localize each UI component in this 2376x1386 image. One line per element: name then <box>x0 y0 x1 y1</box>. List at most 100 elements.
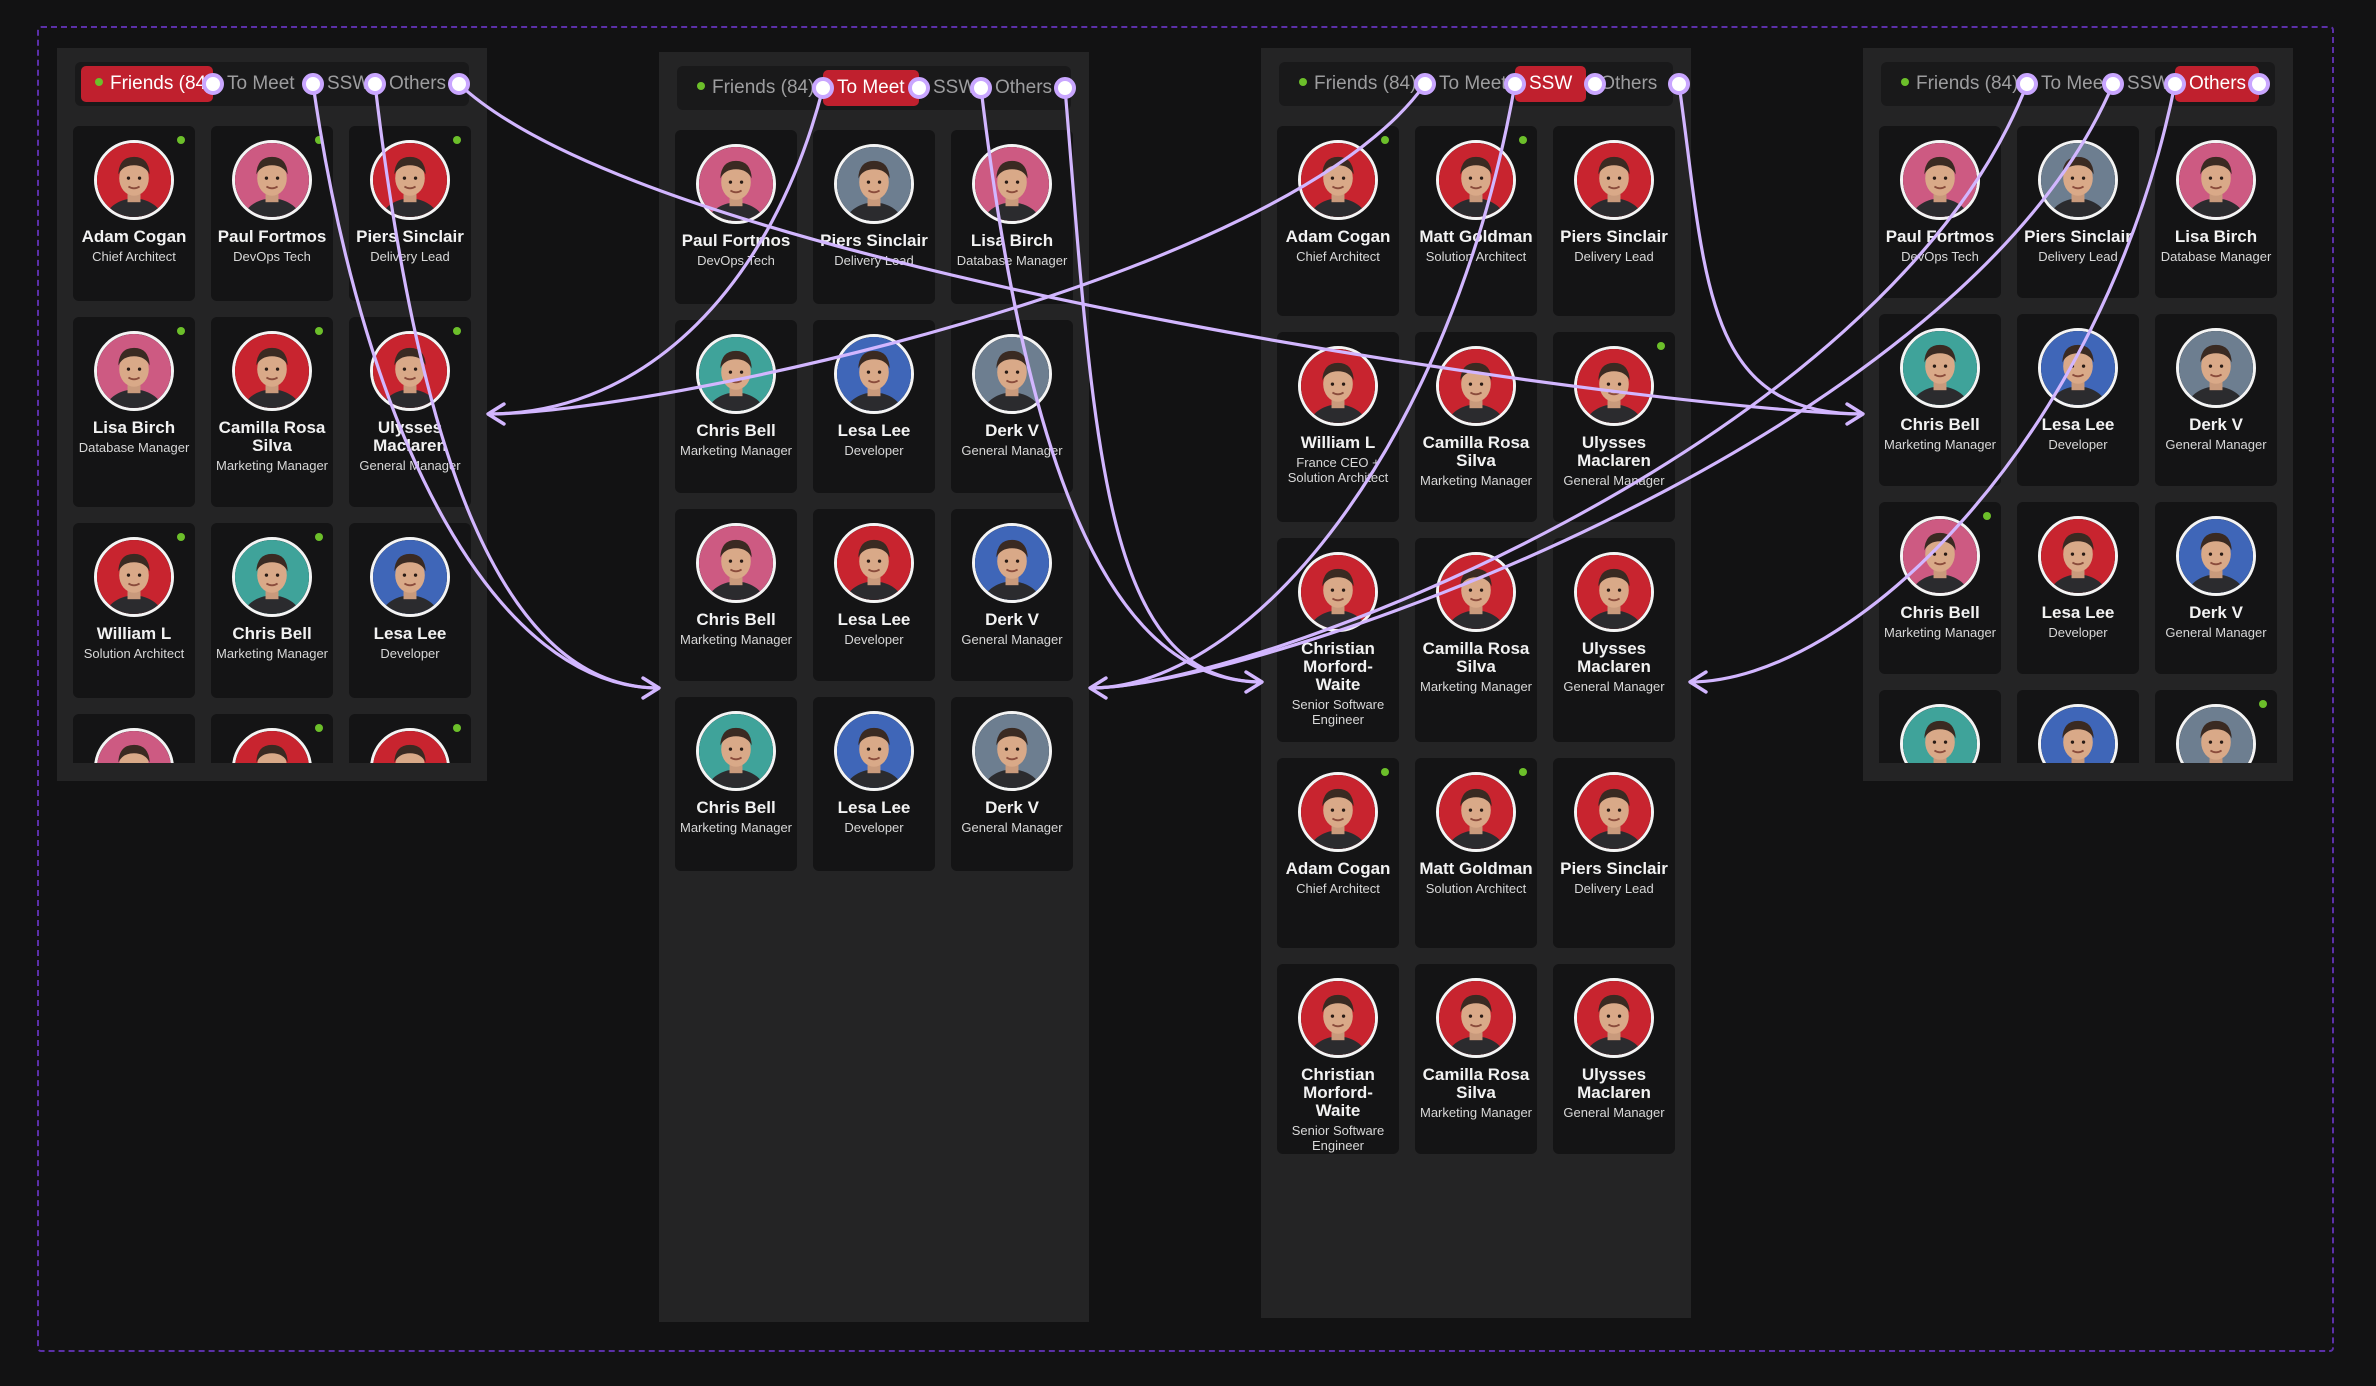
contact-card[interactable]: Lisa Birch Database Manager <box>73 317 195 507</box>
contact-card[interactable]: Adam Cogan Chief Architect <box>73 126 195 301</box>
contact-card[interactable]: Camilla Rosa Silva Marketing Manager <box>211 317 333 507</box>
contact-name-text: Camilla Rosa Silva <box>1422 639 1530 676</box>
contact-card[interactable]: Derk V General Manager <box>2155 314 2277 486</box>
tab-friends[interactable]: Friends (84) <box>1887 66 2027 102</box>
avatar <box>1900 328 1980 408</box>
tab-ssw[interactable]: SSW <box>919 70 981 106</box>
contact-card[interactable] <box>211 714 333 763</box>
contact-card[interactable]: Ulysses Maclaren General Manager <box>1553 538 1675 742</box>
contact-card[interactable]: Ulysses Maclaren General Manager <box>1553 964 1675 1154</box>
contact-card[interactable]: Chris Bell Marketing Manager <box>211 523 333 698</box>
contact-card[interactable] <box>1879 690 2001 763</box>
contact-card[interactable]: Derk V General Manager <box>2155 502 2277 674</box>
contact-card[interactable]: Chris Bell Marketing Manager <box>1879 314 2001 486</box>
contact-card[interactable]: Piers Sinclair Delivery Lead <box>813 130 935 304</box>
contact-card[interactable]: William L France CEO + Solution Architect <box>1277 332 1399 522</box>
contact-name-text: Piers Sinclair <box>1560 227 1668 246</box>
contact-card[interactable]: Lesa Lee Developer <box>813 320 935 493</box>
contact-card[interactable]: Piers Sinclair Delivery Lead <box>2017 126 2139 298</box>
contact-role: Developer <box>380 646 440 661</box>
contact-card[interactable]: Lisa Birch Database Manager <box>2155 126 2277 298</box>
tab-friends[interactable]: Friends (84) <box>81 66 213 102</box>
contact-card[interactable]: Ulysses Maclaren General Manager <box>349 317 471 507</box>
contact-card[interactable]: Lesa Lee Developer <box>2017 502 2139 674</box>
contact-card[interactable]: Paul Fortmos DevOps Tech <box>211 126 333 301</box>
contact-card[interactable]: Piers Sinclair Delivery Lead <box>1553 758 1675 948</box>
contact-card[interactable]: Derk V General Manager <box>951 509 1073 681</box>
contact-card[interactable]: Paul Fortmos DevOps Tech <box>675 130 797 304</box>
contact-name: Lesa Lee Developer <box>817 611 931 648</box>
contact-name-text: Adam Cogan <box>1285 227 1391 246</box>
tab-label: Friends (84) <box>110 73 213 94</box>
avatar <box>1298 772 1378 852</box>
contact-card[interactable]: Camilla Rosa Silva Marketing Manager <box>1415 538 1537 742</box>
contact-card[interactable] <box>73 714 195 763</box>
tab-to-meet[interactable]: To Meet <box>2027 66 2113 102</box>
contact-card[interactable]: Chris Bell Marketing Manager <box>1879 502 2001 674</box>
contact-name: Derk V General Manager <box>955 422 1069 459</box>
tab-others[interactable]: Others <box>2175 66 2259 102</box>
contact-card[interactable]: Christian Morford-Waite Senior Software E… <box>1277 538 1399 742</box>
tab-friends[interactable]: Friends (84) <box>1285 66 1425 102</box>
avatar <box>1298 978 1378 1058</box>
contact-card[interactable]: Piers Sinclair Delivery Lead <box>1553 126 1675 316</box>
avatar <box>370 331 450 411</box>
tab-ssw[interactable]: SSW <box>313 66 375 102</box>
tab-to-meet[interactable]: To Meet <box>213 66 313 102</box>
tab-ssw[interactable]: SSW <box>2113 66 2175 102</box>
contact-card[interactable]: Piers Sinclair Delivery Lead <box>349 126 471 301</box>
online-status-icon <box>315 724 323 732</box>
contact-name: Piers Sinclair Delivery Lead <box>1557 860 1671 897</box>
contact-name: Chris Bell Marketing Manager <box>679 799 793 836</box>
contact-card[interactable]: Lesa Lee Developer <box>2017 314 2139 486</box>
contact-card[interactable] <box>2017 690 2139 763</box>
tab-others[interactable]: Others <box>981 70 1065 106</box>
tab-others[interactable]: Others <box>1586 66 1670 102</box>
contact-role: General Manager <box>961 820 1063 835</box>
contact-card[interactable] <box>349 714 471 763</box>
contact-name: Lisa Birch Database Manager <box>77 419 191 456</box>
contact-card[interactable]: William L Solution Architect <box>73 523 195 698</box>
contact-card[interactable]: Adam Cogan Chief Architect <box>1277 758 1399 948</box>
contact-name: Matt Goldman Solution Architect <box>1419 860 1533 897</box>
contact-name-text: Adam Cogan <box>1285 859 1391 878</box>
contact-name: Camilla Rosa Silva Marketing Manager <box>1419 434 1533 489</box>
contact-role: Database Manager <box>2160 249 2272 264</box>
contact-card[interactable]: Matt Goldman Solution Architect <box>1415 126 1537 316</box>
tab-label: To Meet <box>2041 73 2109 94</box>
contact-card[interactable] <box>2155 690 2277 763</box>
contact-card[interactable]: Derk V General Manager <box>951 320 1073 493</box>
tab-label: To Meet <box>837 77 905 98</box>
contact-card[interactable]: Camilla Rosa Silva Marketing Manager <box>1415 332 1537 522</box>
tab-others[interactable]: Others <box>375 66 459 102</box>
contact-card[interactable]: Chris Bell Marketing Manager <box>675 320 797 493</box>
contact-role: Solution Architect <box>83 646 185 661</box>
contact-name-text: Ulysses Maclaren <box>373 418 447 455</box>
tab-to-meet[interactable]: To Meet <box>823 70 919 106</box>
contact-role: General Manager <box>1563 679 1665 694</box>
tab-to-meet[interactable]: To Meet <box>1425 66 1515 102</box>
contact-card[interactable]: Lesa Lee Developer <box>813 509 935 681</box>
contact-card[interactable]: Paul Fortmos DevOps Tech <box>1879 126 2001 298</box>
tab-ssw[interactable]: SSW <box>1515 66 1587 102</box>
contact-role: General Manager <box>1563 1105 1665 1120</box>
online-status-icon <box>1983 512 1991 520</box>
contact-card[interactable]: Adam Cogan Chief Architect <box>1277 126 1399 316</box>
contact-card[interactable]: Camilla Rosa Silva Marketing Manager <box>1415 964 1537 1154</box>
avatar <box>232 140 312 220</box>
contact-card[interactable]: Christian Morford-Waite Senior Software E… <box>1277 964 1399 1154</box>
contact-card[interactable]: Lesa Lee Developer <box>813 697 935 871</box>
online-status-icon <box>453 724 461 732</box>
contact-card[interactable]: Lesa Lee Developer <box>349 523 471 698</box>
tab-bar: Friends (84) To Meet SSW Others <box>75 62 469 106</box>
tab-friends[interactable]: Friends (84) <box>683 70 823 106</box>
avatar <box>94 537 174 617</box>
contact-card[interactable]: Chris Bell Marketing Manager <box>675 697 797 871</box>
contact-card[interactable]: Matt Goldman Solution Architect <box>1415 758 1537 948</box>
online-status-icon <box>453 327 461 335</box>
contact-card[interactable]: Ulysses Maclaren General Manager <box>1553 332 1675 522</box>
contact-card[interactable]: Derk V General Manager <box>951 697 1073 871</box>
contact-card[interactable]: Chris Bell Marketing Manager <box>675 509 797 681</box>
tab-label: Others <box>1600 73 1658 94</box>
contact-card[interactable]: Lisa Birch Database Manager <box>951 130 1073 304</box>
